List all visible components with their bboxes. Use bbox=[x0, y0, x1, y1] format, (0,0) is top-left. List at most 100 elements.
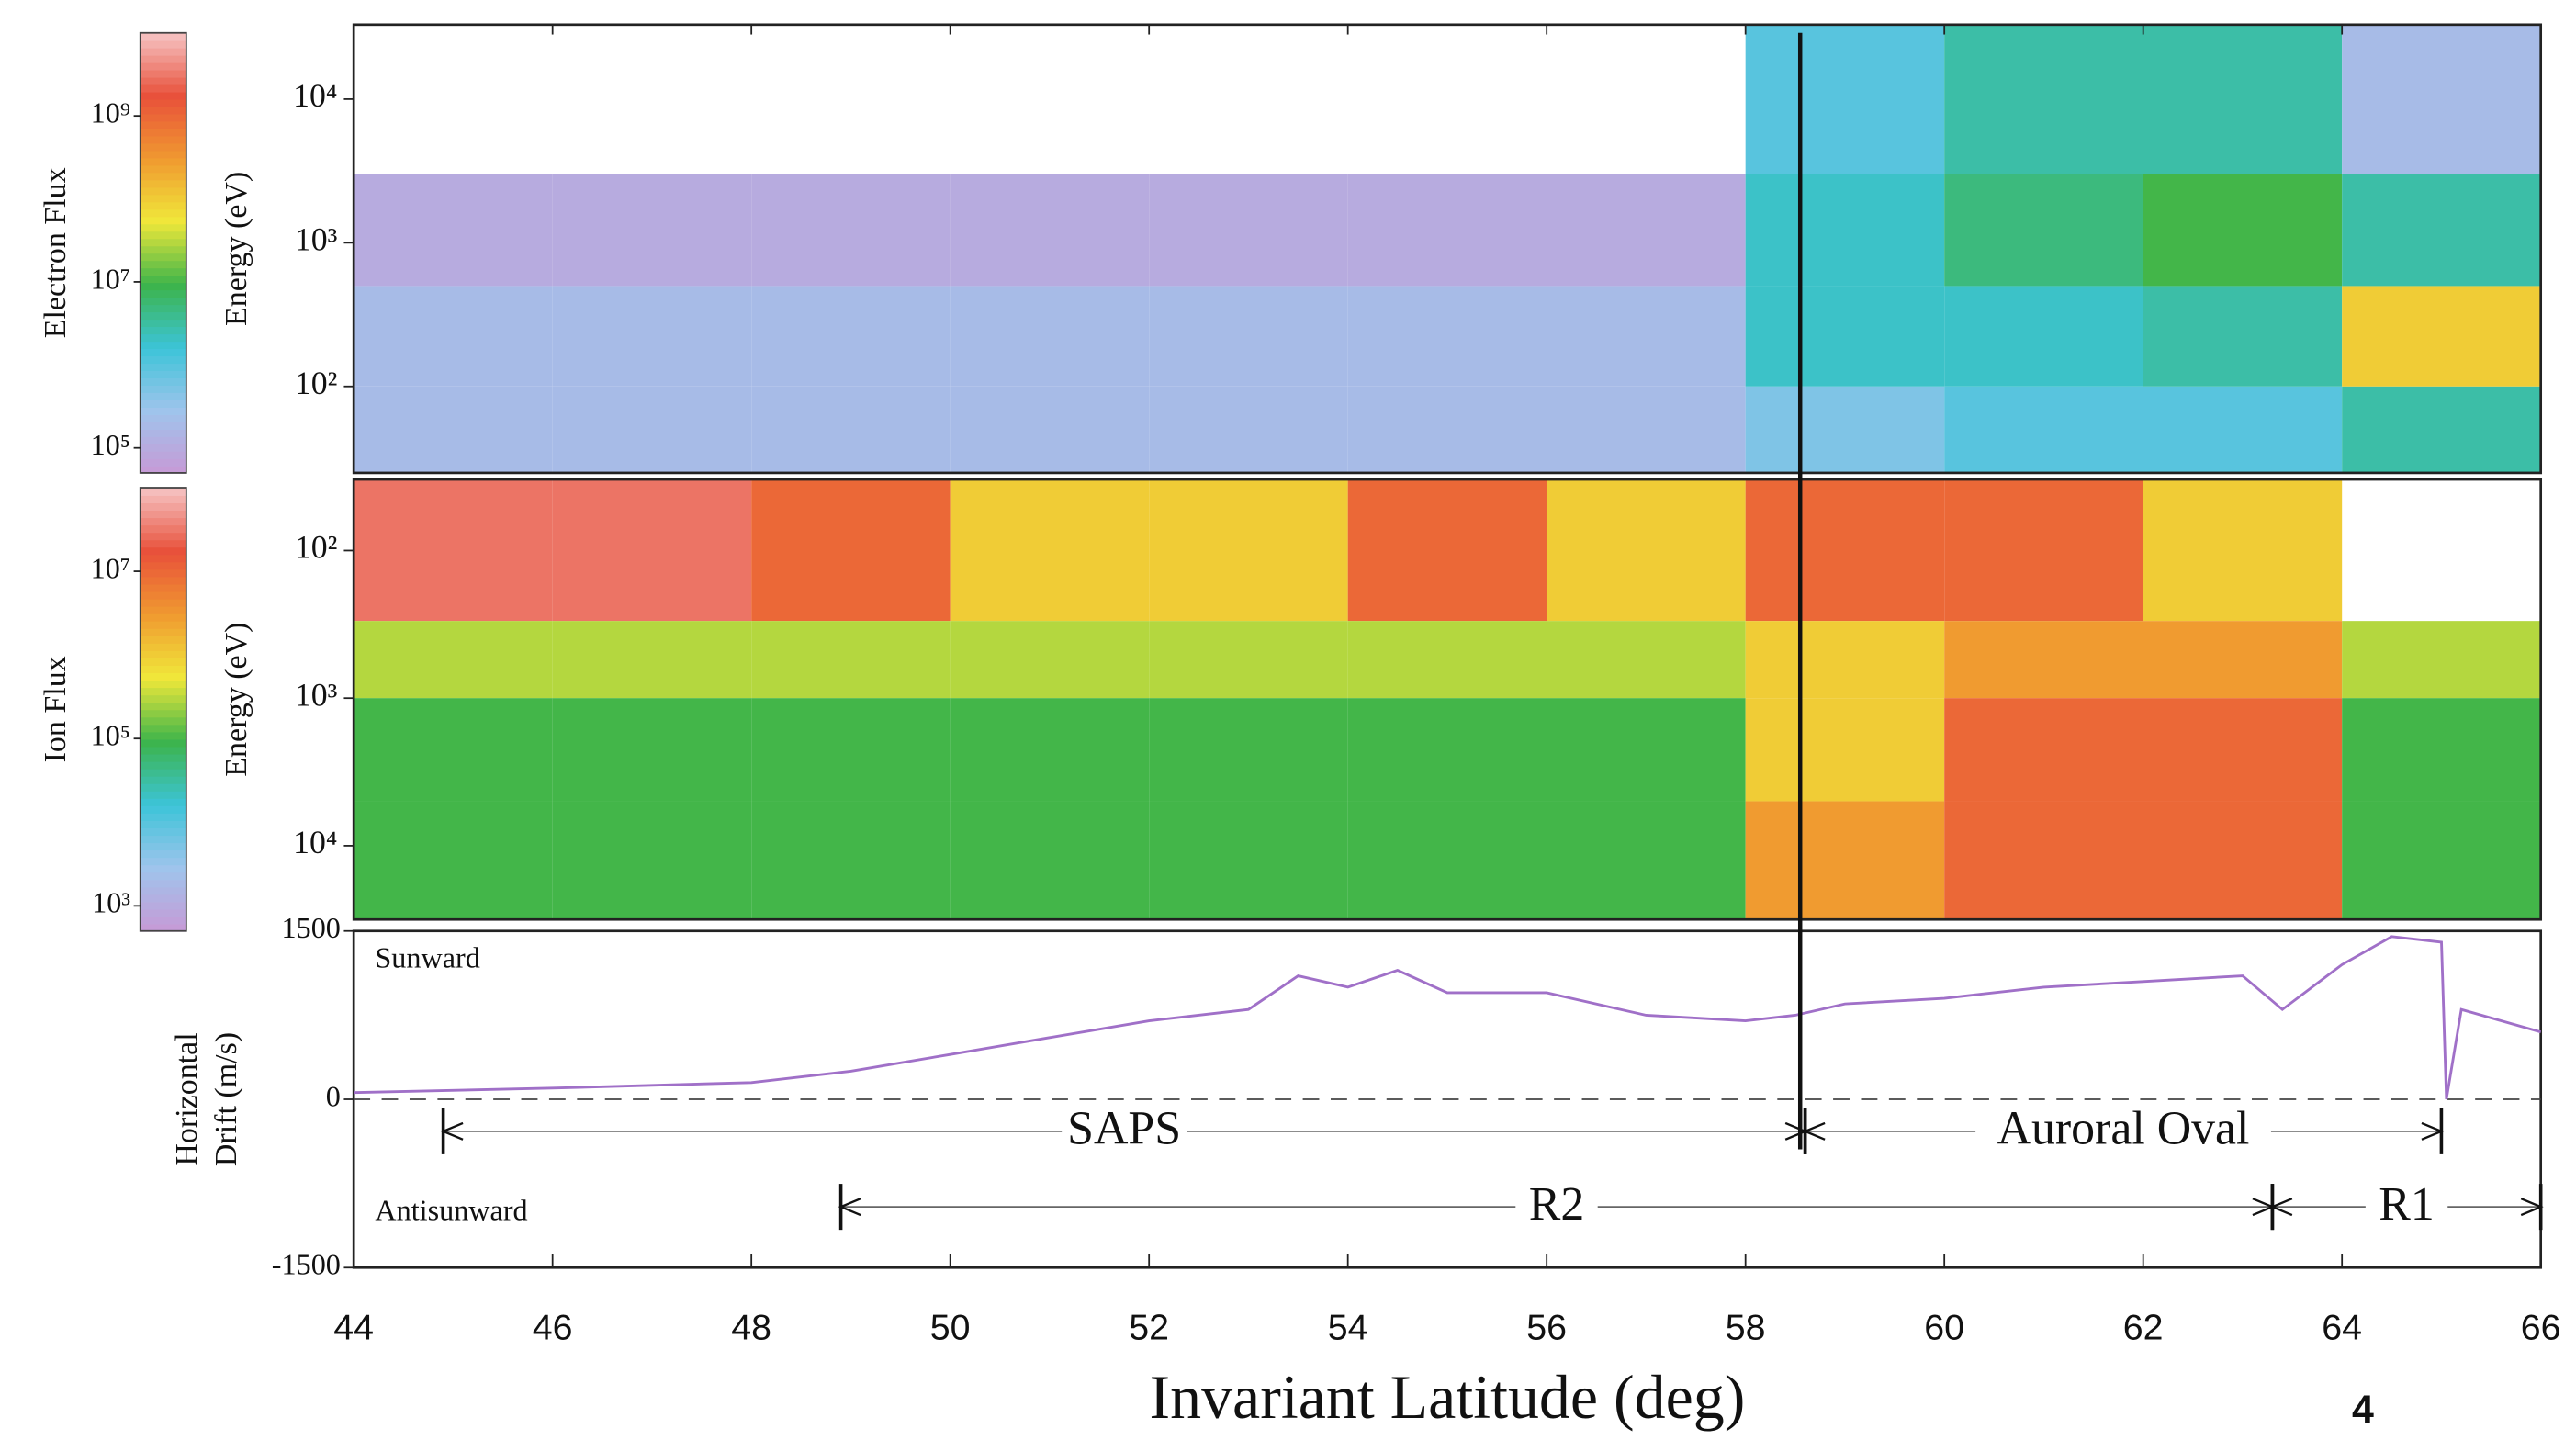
heatmap-cell bbox=[1944, 286, 2143, 387]
panel-frame bbox=[352, 478, 2543, 921]
span-label: SAPS bbox=[1067, 1103, 1181, 1155]
colorbar-segment bbox=[140, 363, 186, 372]
colorbar-segment bbox=[140, 135, 186, 144]
heatmap-cell bbox=[1547, 174, 1746, 287]
colorbar-segment bbox=[140, 39, 186, 49]
colorbar-segment bbox=[140, 546, 186, 556]
colorbar-segment bbox=[140, 746, 186, 755]
heatmap-cell bbox=[2143, 698, 2343, 802]
colorbar-segment bbox=[140, 680, 186, 689]
y-tick-label: 1500 bbox=[282, 911, 341, 944]
colorbar-segment bbox=[140, 760, 186, 770]
y-axis-label: Drift (m/s) bbox=[209, 1032, 243, 1166]
x-tick-label: 66 bbox=[2521, 1308, 2561, 1348]
y-tick-label: 10² bbox=[295, 529, 337, 566]
heatmap-cell bbox=[552, 479, 752, 622]
y-axis-label: Horizontal bbox=[170, 1032, 204, 1165]
heatmap-cell bbox=[950, 698, 1150, 802]
colorbar-segment bbox=[140, 91, 186, 100]
colorbar-segment bbox=[140, 326, 186, 335]
span-label: R2 bbox=[1529, 1178, 1584, 1231]
colorbar-segment bbox=[140, 665, 186, 674]
colorbar-segment bbox=[140, 457, 186, 467]
colorbar-segment bbox=[140, 576, 186, 585]
colorbar-segment bbox=[140, 857, 186, 866]
heatmap-cell bbox=[2342, 801, 2541, 920]
colorbar-tick-label: 10⁷ bbox=[91, 551, 130, 584]
x-axis-label: Invariant Latitude (deg) bbox=[1149, 1362, 1745, 1432]
heatmap-cell bbox=[1745, 621, 1945, 699]
x-tick-label: 54 bbox=[1328, 1308, 1368, 1348]
colorbar-segment bbox=[140, 768, 186, 777]
colorbar-segment bbox=[140, 186, 186, 196]
colorbar-segment bbox=[140, 32, 186, 41]
heatmap-cell bbox=[1547, 286, 1746, 387]
x-tick-label: 60 bbox=[1924, 1308, 1964, 1348]
y-tick-label: 10³ bbox=[295, 676, 338, 713]
colorbar-segment bbox=[140, 297, 186, 306]
colorbar-segment bbox=[140, 709, 186, 718]
colorbar-segment bbox=[140, 650, 186, 658]
colorbar-segment bbox=[140, 627, 186, 636]
heatmap-cell bbox=[2342, 621, 2541, 699]
colorbar-segment bbox=[140, 502, 186, 512]
x-tick-label: 46 bbox=[533, 1308, 573, 1348]
colorbar-segment bbox=[140, 613, 186, 622]
colorbar-segment bbox=[140, 54, 186, 63]
colorbar-segment bbox=[140, 450, 186, 459]
colorbar-segment bbox=[140, 253, 186, 262]
page-number: 4 bbox=[2352, 1388, 2374, 1432]
colorbar-segment bbox=[140, 465, 186, 474]
colorbar-segment bbox=[140, 790, 186, 799]
colorbar-segment bbox=[140, 724, 186, 733]
upper-label: Sunward bbox=[375, 940, 479, 973]
colorbar-segment bbox=[140, 488, 186, 496]
heatmap-cell bbox=[1149, 286, 1348, 387]
colorbar-label: Ion Flux bbox=[39, 656, 73, 762]
span-arrow bbox=[2520, 1198, 2544, 1217]
lower-label: Antisunward bbox=[375, 1194, 527, 1227]
heatmap-cell bbox=[1547, 698, 1746, 802]
x-tick-label: 58 bbox=[1726, 1308, 1766, 1348]
heatmap-cell bbox=[2143, 286, 2343, 387]
heatmap-cell bbox=[1547, 621, 1746, 699]
colorbar-segment bbox=[140, 201, 186, 210]
colorbar-segment bbox=[140, 289, 186, 298]
y-axis-label: Energy (eV) bbox=[219, 623, 253, 777]
colorbar-segment bbox=[140, 561, 186, 570]
colorbar-segment bbox=[140, 672, 186, 681]
colorbar-segment bbox=[140, 319, 186, 328]
heatmap-cell bbox=[1944, 174, 2143, 287]
colorbar-segment bbox=[140, 731, 186, 740]
heatmap-cell bbox=[1547, 479, 1746, 622]
heatmap-cell bbox=[950, 801, 1150, 920]
y-tick-label: 10⁴ bbox=[293, 824, 337, 861]
colorbar-segment bbox=[140, 583, 186, 592]
colorbar-tick-label: 10⁷ bbox=[91, 262, 130, 295]
heatmap-cell bbox=[1149, 479, 1348, 622]
colorbar-segment bbox=[140, 282, 186, 291]
colorbar-segment bbox=[140, 98, 186, 107]
heatmap-cell bbox=[1745, 174, 1945, 287]
colorbar-segment bbox=[140, 407, 186, 415]
heatmap-cell bbox=[2342, 286, 2541, 387]
colorbar-segment bbox=[140, 341, 186, 350]
colorbar-segment bbox=[140, 605, 186, 614]
colorbar-segment bbox=[140, 635, 186, 644]
colorbar-segment bbox=[140, 510, 186, 519]
colorbar-segment bbox=[140, 267, 186, 276]
panel-frame bbox=[352, 23, 2543, 475]
heatmap-cell bbox=[1149, 698, 1348, 802]
heatmap-cell bbox=[2143, 174, 2343, 287]
span-label: Auroral Oval bbox=[1997, 1103, 2250, 1155]
heatmap-cell bbox=[950, 621, 1150, 699]
colorbar-segment bbox=[140, 879, 186, 888]
colorbar-segment bbox=[140, 804, 186, 814]
heatmap-cell bbox=[2342, 386, 2541, 473]
heatmap-cell bbox=[2143, 386, 2343, 473]
span-arrow bbox=[2269, 1198, 2293, 1217]
colorbar-segment bbox=[140, 392, 186, 400]
colorbar-segment bbox=[140, 894, 186, 903]
colorbar-segment bbox=[140, 304, 186, 313]
heatmap-cell bbox=[950, 386, 1150, 473]
